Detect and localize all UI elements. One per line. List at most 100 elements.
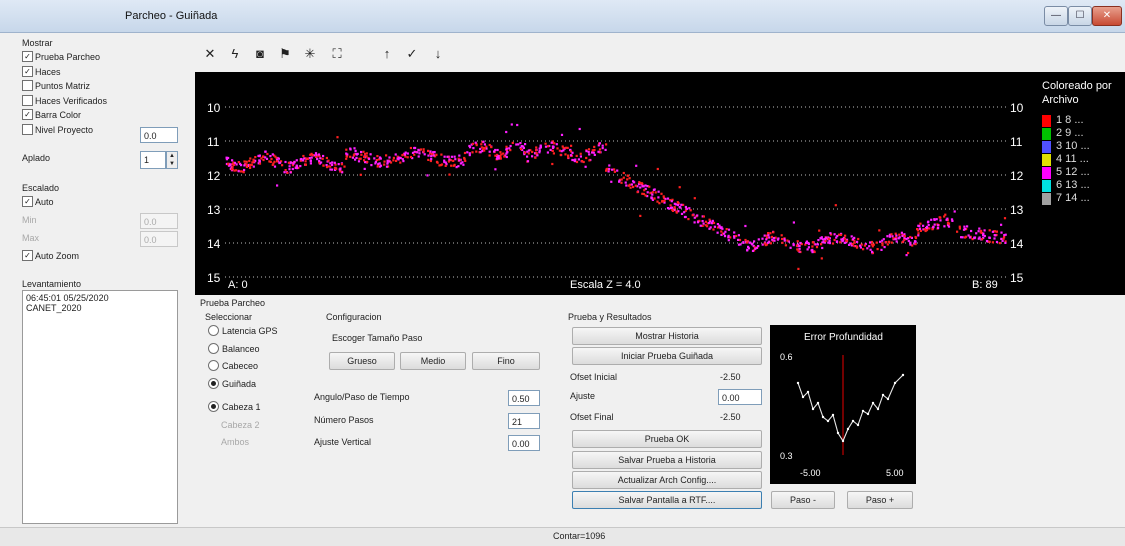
- error-point: [861, 409, 865, 413]
- max-input[interactable]: 0.0: [140, 231, 178, 247]
- y-tick-left: 10: [207, 101, 221, 115]
- save-history-button[interactable]: Salvar Prueba a Historia: [572, 451, 762, 469]
- camera-button[interactable]: ◙: [250, 44, 270, 64]
- auto-checkbox[interactable]: ✓ Auto: [22, 196, 54, 208]
- steps-input[interactable]: 21: [508, 413, 540, 429]
- sounding-point: [797, 249, 800, 252]
- sounding-point: [835, 240, 839, 243]
- show-option-checkbox[interactable]: ✓ Barra Color: [22, 109, 81, 121]
- angle-input[interactable]: 0.50: [508, 390, 540, 406]
- show-option-checkbox[interactable]: ✓ Prueba Parcheo: [22, 51, 100, 63]
- sounding-point: [312, 154, 316, 157]
- vertical-adjust-input[interactable]: 0.00: [508, 435, 540, 451]
- error-point: [851, 419, 855, 423]
- sounding-point: [875, 241, 878, 244]
- sounding-point: [733, 231, 736, 234]
- flash-button[interactable]: ϟ: [225, 44, 245, 64]
- error-point: [836, 431, 840, 435]
- survey-item[interactable]: CANET_2020: [26, 303, 82, 313]
- fit-view-button[interactable]: ⛶: [327, 44, 347, 64]
- arrow-up-button[interactable]: ↑: [377, 44, 397, 64]
- sun-icon: ✳: [304, 46, 316, 61]
- fine-button[interactable]: Fino: [472, 352, 540, 370]
- survey-list[interactable]: 06:45:01 05/25/2020 CANET_2020: [22, 290, 178, 524]
- sounding-point: [988, 236, 991, 239]
- sounding-point: [632, 185, 635, 189]
- show-option-label: Haces Verificados: [35, 95, 108, 106]
- patch-type-radio[interactable]: Cabeceo: [208, 360, 258, 372]
- sounding-point: [497, 154, 500, 157]
- show-option-checkbox[interactable]: Haces Verificados: [22, 94, 108, 107]
- sounding-point: [579, 152, 582, 155]
- sounding-point: [443, 155, 446, 158]
- show-history-button[interactable]: Mostrar Historia: [572, 327, 762, 345]
- nivel-proyecto-input[interactable]: 0.0: [140, 127, 178, 143]
- sun-button[interactable]: ✳: [300, 44, 320, 64]
- sounding-point: [909, 241, 912, 244]
- show-option-checkbox[interactable]: Puntos Matriz: [22, 80, 90, 92]
- minimize-button[interactable]: —: [1044, 6, 1068, 26]
- check-button[interactable]: ✓: [402, 44, 422, 64]
- step-plus-button[interactable]: Paso +: [847, 491, 913, 509]
- maximize-button[interactable]: ☐: [1068, 6, 1092, 26]
- auto-zoom-checkbox[interactable]: ✓ Auto Zoom: [22, 250, 79, 262]
- flag-button[interactable]: ⚑: [275, 44, 295, 64]
- sounding-point: [251, 161, 254, 164]
- sounding-point: [444, 164, 447, 167]
- sounding-point: [569, 148, 572, 152]
- sounding-point: [757, 238, 760, 241]
- sounding-point: [327, 159, 330, 162]
- head-radio[interactable]: Cabeza 2: [208, 420, 260, 430]
- sounding-point: [354, 158, 357, 161]
- test-ok-button[interactable]: Prueba OK: [572, 430, 762, 448]
- plot-right-label: B: 89: [972, 279, 998, 291]
- sounding-plot[interactable]: 10 10 11 11 12 12 13 13 14 14 15 15: [195, 72, 1125, 295]
- update-config-button[interactable]: Actualizar Arch Config....: [572, 471, 762, 489]
- head-radio[interactable]: Ambos: [208, 437, 249, 447]
- save-rtf-button[interactable]: Salvar Pantalla a RTF....: [572, 491, 762, 509]
- sounding-point: [881, 242, 884, 245]
- sounding-point: [855, 246, 859, 249]
- sounding-point: [569, 150, 573, 153]
- show-option-checkbox[interactable]: Nivel Proyecto: [22, 123, 93, 136]
- sounding-point: [531, 150, 534, 153]
- step-minus-button[interactable]: Paso -: [771, 491, 835, 509]
- sounding-point: [701, 215, 704, 218]
- sounding-point: [266, 152, 269, 156]
- close-window-button[interactable]: ✕: [1092, 6, 1122, 26]
- patch-type-radio[interactable]: Balanceo: [208, 342, 260, 355]
- sounding-point: [669, 204, 672, 207]
- close-tool-button[interactable]: ✕: [200, 44, 220, 64]
- sounding-point: [927, 224, 930, 227]
- sounding-point: [355, 156, 358, 159]
- sounding-point: [639, 182, 642, 185]
- survey-item[interactable]: 06:45:01 05/25/2020: [26, 293, 109, 303]
- sounding-point: [768, 240, 771, 243]
- coarse-button[interactable]: Grueso: [329, 352, 395, 370]
- sounding-point: [931, 228, 934, 231]
- arrow-down-button[interactable]: ↓: [428, 44, 448, 64]
- aplado-spinner[interactable]: ▲ ▼: [166, 151, 178, 169]
- medium-button[interactable]: Medio: [400, 352, 466, 370]
- sounding-point: [343, 165, 346, 168]
- aplado-input[interactable]: 1: [140, 151, 166, 169]
- head-label: Ambos: [221, 437, 250, 447]
- patch-type-radio[interactable]: Guiñada: [208, 377, 256, 390]
- sounding-point: [454, 158, 457, 161]
- sounding-point: [569, 154, 573, 157]
- adjust-input[interactable]: 0.00: [718, 389, 762, 405]
- head-radio[interactable]: Cabeza 1: [208, 401, 261, 413]
- sounding-point: [945, 218, 948, 221]
- sounding-point: [485, 147, 488, 150]
- start-yaw-test-button[interactable]: Iniciar Prueba Guiñada: [572, 347, 762, 365]
- y-tick-right: 14: [1010, 237, 1024, 251]
- min-input[interactable]: 0.0: [140, 213, 178, 229]
- radio-icon: [208, 325, 219, 337]
- flash-icon: ϟ: [231, 46, 239, 61]
- sounding-point: [355, 153, 358, 156]
- show-option-checkbox[interactable]: ✓ Haces: [22, 65, 61, 78]
- sounding-point: [464, 159, 467, 162]
- sounding-point: [642, 185, 645, 188]
- patch-type-radio[interactable]: Latencia GPS: [208, 325, 278, 337]
- sounding-point: [835, 236, 838, 239]
